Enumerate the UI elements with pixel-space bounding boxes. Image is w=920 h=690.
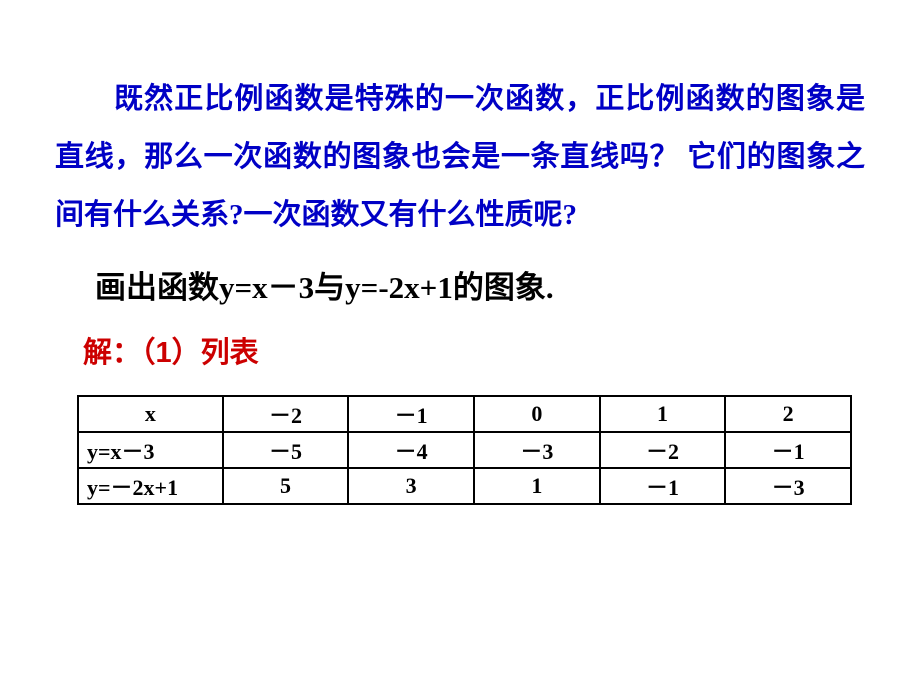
table-row: y=x－3 －5 －4 －3 －2 －1: [78, 432, 851, 468]
table-header-row: x －2 －1 0 1 2: [78, 396, 851, 432]
data-table-wrap: x －2 －1 0 1 2 y=x－3 －5 －4 －3 －2 －1 y=－2x…: [77, 395, 865, 505]
table-cell: 1: [474, 468, 600, 504]
table-header-cell: 0: [474, 396, 600, 432]
table-header-cell: －1: [348, 396, 474, 432]
table-cell: －3: [474, 432, 600, 468]
intro-paragraph: 既然正比例函数是特殊的一次函数，正比例函数的图象是直线，那么一次函数的图象也会是…: [55, 70, 865, 244]
instruction-text: 画出函数y=x－3与y=-2x+1的图象.: [95, 262, 865, 307]
table-cell: 5: [223, 468, 349, 504]
solution-label: 解：（1）列表: [83, 329, 865, 371]
intro-text: 既然正比例函数是特殊的一次函数，正比例函数的图象是直线，那么一次函数的图象也会是…: [55, 83, 865, 231]
table-cell: －4: [348, 432, 474, 468]
table-cell: 3: [348, 468, 474, 504]
table-row: y=－2x+1 5 3 1 －1 －3: [78, 468, 851, 504]
table-cell: －2: [600, 432, 726, 468]
table-header-cell: 2: [725, 396, 851, 432]
table-cell: －5: [223, 432, 349, 468]
data-table: x －2 －1 0 1 2 y=x－3 －5 －4 －3 －2 －1 y=－2x…: [77, 395, 852, 505]
table-row-label: y=－2x+1: [78, 468, 223, 504]
table-header-cell: 1: [600, 396, 726, 432]
table-cell: －1: [600, 468, 726, 504]
table-header-cell: －2: [223, 396, 349, 432]
table-row-label: y=x－3: [78, 432, 223, 468]
table-header-cell: x: [78, 396, 223, 432]
table-cell: －3: [725, 468, 851, 504]
table-cell: －1: [725, 432, 851, 468]
